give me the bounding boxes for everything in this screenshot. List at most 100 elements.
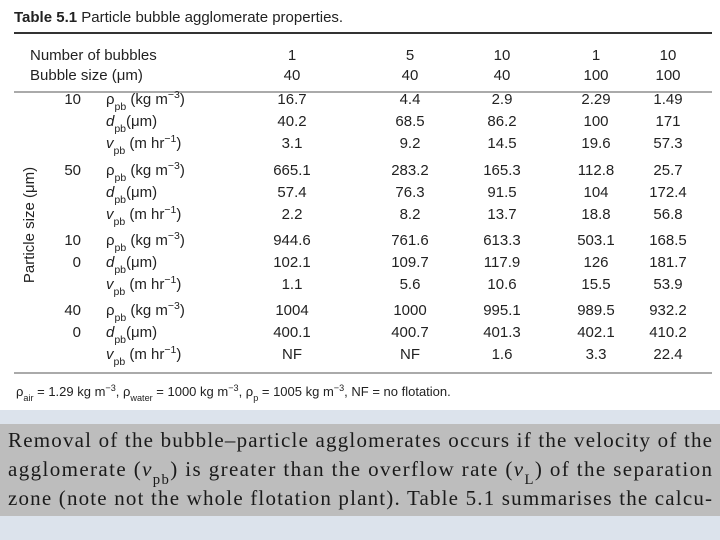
table-cell: 100 [583, 113, 608, 130]
table-cell: 22.4 [653, 346, 682, 363]
text-run: ) of the separation [535, 457, 713, 481]
table-label: Table 5.1 [14, 9, 77, 26]
text-run: (m hr [125, 276, 164, 293]
text-run: (m hr [125, 135, 164, 152]
table-cell: 3.3 [586, 346, 607, 363]
header-cell: 40 [284, 67, 301, 84]
text-run: pb [114, 264, 126, 276]
header-cell: 5 [406, 47, 414, 64]
header-cell: 10 [494, 47, 511, 64]
table-cell: 932.2 [649, 302, 687, 319]
table-cell: 76.3 [395, 184, 424, 201]
text-run: pb [114, 145, 126, 157]
table-cell: 86.2 [487, 113, 516, 130]
table-cell: 2.29 [581, 91, 610, 108]
text-run: v [106, 276, 115, 293]
property-label: ρpb (kg m−3) [106, 230, 185, 254]
text-run: pb [114, 334, 126, 346]
header-cell: 10 [660, 47, 677, 64]
text-run: = 1005 kg m [258, 384, 334, 399]
text-run: −3 [105, 383, 115, 393]
text-run: = 1000 kg m [153, 384, 229, 399]
table-cell: 989.5 [577, 302, 615, 319]
particle-size: 40 [64, 302, 81, 319]
text-run: d [106, 324, 115, 341]
property-label: dpb(μm) [106, 254, 157, 276]
text-run: pb [115, 312, 127, 324]
property-label: dpb(μm) [106, 113, 157, 135]
table-cell: 16.7 [277, 91, 306, 108]
text-run: , ρ [116, 384, 131, 399]
table-cell: 171 [655, 113, 680, 130]
text-run: −3 [334, 383, 344, 393]
header-cell: 100 [583, 67, 608, 84]
text-run: water [129, 393, 152, 403]
table-cell: 400.7 [391, 324, 429, 341]
property-label: vpb (m hr−1) [106, 204, 181, 228]
header-cell: 100 [655, 67, 680, 84]
footnote: ρair = 1.29 kg m−3, ρwater = 1000 kg m−3… [16, 383, 451, 403]
text-run: ) [176, 206, 181, 223]
particle-size: 10 [64, 91, 81, 108]
property-label: dpb(μm) [106, 324, 157, 346]
text-run: −3 [228, 383, 238, 393]
table-cell: 109.7 [391, 254, 429, 271]
table-cell: 53.9 [653, 276, 682, 293]
text-run: v [514, 457, 524, 481]
text-run: ) [180, 232, 185, 249]
text-run: agglomerate ( [8, 457, 141, 481]
text-run: ρ [106, 232, 115, 249]
text-run: (kg m [126, 232, 168, 249]
text-run: −1 [164, 274, 176, 286]
property-label: vpb (m hr−1) [106, 274, 181, 298]
text-run: −3 [168, 160, 180, 172]
header-name: Number of bubbles [30, 47, 157, 64]
text-run: pb [153, 472, 169, 488]
text-run: (μm) [126, 324, 157, 341]
text-run: v [106, 206, 115, 223]
table-cell: 613.3 [483, 232, 521, 249]
text-run: ) [176, 346, 181, 363]
table-cell: 40.2 [277, 113, 306, 130]
table-cell: 761.6 [391, 232, 429, 249]
text-run: ) [180, 91, 185, 108]
text-run: (kg m [126, 162, 168, 179]
header-name: Bubble size (μm) [30, 67, 143, 84]
table-cell: 3.1 [282, 135, 303, 152]
text-run: = 1.29 kg m [34, 384, 106, 399]
particle-size: 0 [73, 254, 81, 271]
text-run: Removal of the bubble–particle agglomera… [8, 428, 712, 452]
text-run: ρ [106, 91, 115, 108]
text-run: ρ [16, 384, 23, 399]
text-run: (μm) [126, 113, 157, 130]
table-cell: NF [282, 346, 302, 363]
table-cell: 1000 [393, 302, 426, 319]
text-run: pb [114, 216, 126, 228]
table-cell: 402.1 [577, 324, 615, 341]
text-run: air [23, 393, 33, 403]
table-cell: 2.9 [492, 91, 513, 108]
table-cell: 165.3 [483, 162, 521, 179]
text-run: (μm) [126, 254, 157, 271]
table-background [0, 0, 720, 410]
table-cell: 1004 [275, 302, 308, 319]
table-cell: 117.9 [484, 254, 520, 271]
text-run: ) [180, 302, 185, 319]
header-cell: 40 [494, 67, 511, 84]
property-label: ρpb (kg m−3) [106, 89, 185, 113]
table-cell: 944.6 [273, 232, 311, 249]
text-run: ) is greater than the overflow rate ( [170, 457, 512, 481]
property-label: vpb (m hr−1) [106, 133, 181, 157]
table-cell: 503.1 [577, 232, 615, 249]
property-label: vpb (m hr−1) [106, 344, 181, 368]
header-cell: 40 [402, 67, 419, 84]
text-run: (kg m [126, 91, 168, 108]
table-cell: 181.7 [649, 254, 687, 271]
table-cell: 172.4 [649, 184, 687, 201]
table-cell: NF [400, 346, 420, 363]
text-run: pb [114, 286, 126, 298]
text-run: −1 [164, 133, 176, 145]
table-cell: 401.3 [483, 324, 521, 341]
